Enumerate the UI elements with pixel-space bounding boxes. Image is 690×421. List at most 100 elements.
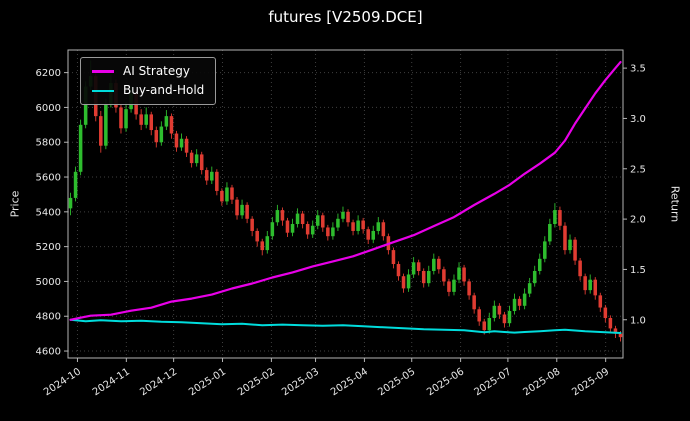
candle-body bbox=[104, 103, 108, 146]
candle-body bbox=[396, 264, 401, 277]
candle-body bbox=[331, 227, 335, 237]
candle-body bbox=[169, 116, 174, 134]
date-tick-label: 2024-11 bbox=[91, 366, 132, 398]
candle-body bbox=[517, 298, 522, 306]
candle-body bbox=[603, 307, 608, 318]
candle-body bbox=[215, 171, 219, 191]
candle-body bbox=[502, 314, 507, 324]
candle-body bbox=[371, 230, 376, 240]
candle-body bbox=[548, 224, 552, 242]
legend: AI Strategy Buy-and-Hold bbox=[80, 57, 217, 106]
candle-body bbox=[250, 218, 254, 231]
candle-body bbox=[164, 116, 169, 127]
candle-body bbox=[482, 321, 487, 331]
date-tick-label: 2025-04 bbox=[329, 366, 370, 398]
candle-body bbox=[558, 210, 562, 226]
legend-item-ai-strategy: AI Strategy bbox=[92, 64, 204, 78]
candle-body bbox=[452, 279, 456, 292]
candle-body bbox=[159, 126, 164, 143]
date-tick-label: 2025-01 bbox=[187, 366, 228, 398]
candle-body bbox=[83, 86, 88, 125]
date-tick-label: 2025-02 bbox=[236, 366, 277, 398]
y-axis-label-price: Price bbox=[8, 190, 22, 218]
candle-body bbox=[300, 213, 305, 225]
candle-body bbox=[376, 222, 381, 231]
candle-body bbox=[487, 317, 492, 331]
candle-body bbox=[255, 230, 259, 242]
price-tick-label: 4800 bbox=[36, 312, 61, 323]
price-tick-label: 4600 bbox=[36, 347, 61, 358]
date-tick-label: 2024-12 bbox=[138, 366, 179, 398]
candle-body bbox=[522, 293, 527, 306]
date-tick-label: 2024-10 bbox=[42, 366, 83, 398]
candle-body bbox=[326, 227, 330, 237]
candle-body bbox=[139, 114, 143, 125]
candle-body bbox=[210, 171, 214, 181]
candle-body bbox=[220, 190, 224, 202]
candle-body bbox=[346, 211, 350, 223]
candle-body bbox=[245, 204, 249, 219]
candle-body bbox=[406, 274, 411, 289]
candle-body bbox=[285, 220, 290, 233]
return-tick-label: 3.5 bbox=[630, 64, 646, 75]
candle-body bbox=[543, 241, 547, 259]
candle-body bbox=[608, 317, 613, 329]
price-tick-label: 5600 bbox=[36, 173, 61, 184]
date-tick-label: 2025-06 bbox=[425, 366, 466, 398]
candle-body bbox=[305, 224, 310, 235]
candle-body bbox=[225, 187, 229, 202]
candle-body bbox=[381, 222, 386, 237]
candle-body bbox=[391, 250, 396, 265]
candle-body bbox=[356, 220, 360, 231]
candle-body bbox=[593, 279, 598, 296]
candle-body bbox=[437, 258, 441, 270]
candle-body bbox=[573, 239, 577, 261]
candle-body bbox=[421, 270, 426, 284]
candle-body bbox=[179, 138, 184, 148]
candle-body bbox=[194, 154, 199, 164]
candle-body bbox=[578, 260, 582, 277]
candle-body bbox=[598, 295, 603, 308]
candle-body bbox=[447, 281, 451, 292]
candle-body bbox=[477, 309, 481, 322]
candle-body bbox=[457, 267, 461, 280]
chart-title: futures [V2509.DCE] bbox=[268, 8, 423, 26]
date-tick-label: 2025-05 bbox=[376, 366, 417, 398]
candle-body bbox=[260, 241, 265, 251]
candle-body bbox=[336, 218, 340, 228]
candle-body bbox=[204, 170, 209, 181]
candle-body bbox=[442, 269, 446, 282]
candle-body bbox=[618, 333, 623, 338]
return-tick-label: 2.0 bbox=[630, 215, 646, 226]
candle-body bbox=[492, 305, 497, 318]
candle-body bbox=[235, 199, 239, 216]
candle-body bbox=[119, 107, 123, 129]
candle-body bbox=[361, 220, 365, 230]
candle-body bbox=[184, 138, 189, 153]
candle-body bbox=[295, 213, 300, 225]
candle-body bbox=[467, 281, 471, 296]
candle-body bbox=[563, 225, 567, 251]
price-tick-label: 5000 bbox=[36, 277, 61, 288]
candle-body bbox=[532, 270, 537, 284]
candle-body bbox=[351, 222, 355, 231]
legend-label-buy-and-hold: Buy-and-Hold bbox=[123, 83, 205, 98]
date-tick-label: 2025-09 bbox=[570, 366, 611, 398]
legend-label-ai-strategy: AI Strategy bbox=[123, 64, 190, 78]
y-axis-label-return: Return bbox=[668, 185, 682, 223]
candle-body bbox=[537, 258, 542, 271]
ai-strategy-line bbox=[69, 60, 622, 321]
candle-body bbox=[310, 225, 315, 235]
candle-body bbox=[512, 298, 517, 312]
candle-body bbox=[432, 258, 436, 271]
candle-body bbox=[154, 130, 159, 143]
candle-body bbox=[270, 222, 275, 237]
legend-item-buy-and-hold: Buy-and-Hold bbox=[92, 83, 205, 98]
candle-body bbox=[144, 114, 148, 125]
price-tick-label: 6200 bbox=[36, 68, 61, 79]
plot-border bbox=[67, 49, 624, 359]
candle-body bbox=[315, 215, 320, 226]
candle-body bbox=[290, 224, 295, 233]
